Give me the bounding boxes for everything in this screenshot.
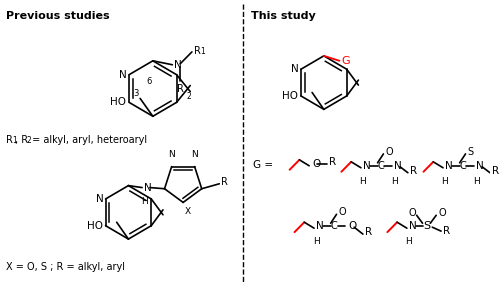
Text: Previous studies: Previous studies [6, 11, 110, 21]
Text: S: S [468, 147, 473, 157]
Text: G =: G = [254, 160, 274, 170]
Text: 1: 1 [200, 47, 204, 56]
Text: C: C [330, 221, 337, 231]
Text: X = O, S ; R = alkyl, aryl: X = O, S ; R = alkyl, aryl [6, 262, 126, 272]
Text: O: O [386, 147, 393, 157]
Text: H: H [312, 237, 320, 246]
Text: H: H [391, 177, 398, 186]
Text: = alkyl, aryl, heteroaryl: = alkyl, aryl, heteroaryl [28, 135, 147, 145]
Text: HO: HO [110, 97, 126, 107]
Text: N: N [96, 194, 104, 204]
Text: R: R [365, 227, 372, 237]
Text: R: R [328, 157, 336, 167]
Text: C: C [377, 161, 384, 171]
Text: HO: HO [86, 221, 102, 231]
Text: N: N [191, 150, 198, 159]
Text: H: H [360, 177, 366, 186]
Text: R: R [443, 226, 450, 236]
Text: R: R [6, 135, 13, 145]
Text: R: R [410, 166, 417, 176]
Text: N: N [394, 161, 402, 171]
Text: 1: 1 [12, 136, 17, 145]
Text: R: R [492, 166, 499, 176]
Text: O: O [338, 207, 346, 217]
Text: N: N [476, 161, 484, 171]
Text: H: H [473, 177, 480, 186]
Text: R: R [194, 46, 201, 56]
Text: N: N [363, 161, 370, 171]
Text: R: R [222, 177, 228, 187]
Text: N: N [316, 221, 324, 231]
Text: N: N [292, 64, 299, 74]
Text: N: N [445, 161, 452, 171]
Text: This study: This study [250, 11, 316, 21]
Text: H: H [406, 237, 412, 246]
Text: N: N [168, 150, 175, 159]
Text: 3: 3 [133, 90, 138, 98]
Text: O: O [348, 221, 356, 231]
Text: S: S [423, 221, 430, 231]
Text: O: O [408, 208, 416, 218]
Text: R: R [177, 84, 184, 94]
Text: N: N [409, 221, 416, 231]
Text: O: O [438, 208, 446, 218]
Text: G: G [342, 56, 350, 66]
Text: O: O [312, 159, 320, 169]
Text: C: C [459, 161, 466, 171]
Text: H: H [140, 197, 147, 206]
Text: X: X [185, 208, 191, 216]
Text: 2: 2 [186, 92, 191, 100]
Text: N: N [120, 70, 127, 80]
Text: HO: HO [282, 91, 298, 101]
Text: H: H [442, 177, 448, 186]
Text: N: N [174, 60, 182, 70]
Text: 2: 2 [27, 136, 32, 145]
Text: 6: 6 [146, 77, 152, 86]
Text: , R: , R [15, 135, 28, 145]
Text: N: N [144, 183, 152, 193]
